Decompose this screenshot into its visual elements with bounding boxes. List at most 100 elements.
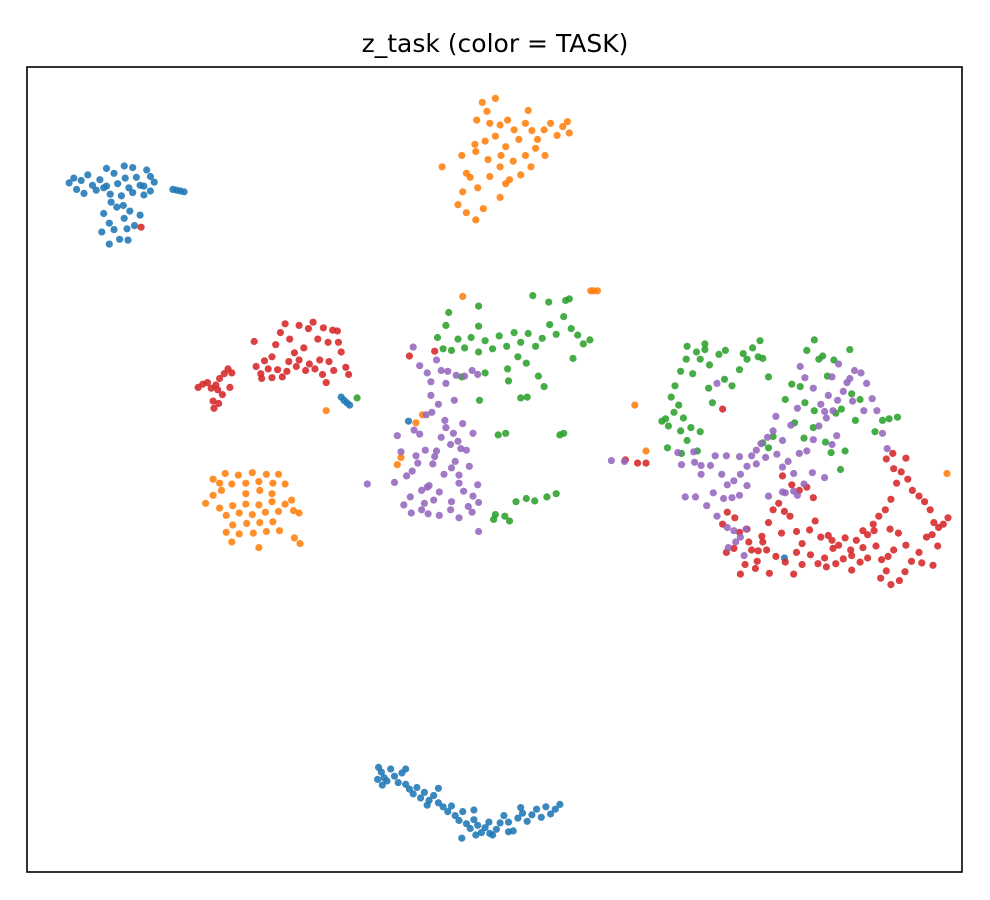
scatter-point-series1-22 (472, 147, 480, 156)
scatter-point-series0-22 (146, 187, 154, 195)
scatter-point-series0-69 (439, 803, 447, 811)
scatter-point-series4-45 (412, 452, 420, 460)
scatter-point-series4-98 (868, 395, 876, 403)
scatter-point-series3-79 (864, 531, 872, 539)
scatter-point-series1-97 (228, 538, 236, 546)
scatter-point-series4-27 (447, 440, 455, 449)
scatter-point-series0-73 (455, 816, 463, 825)
scatter-point-series1-68 (274, 470, 283, 478)
scatter-point-series3-143 (778, 472, 787, 480)
scatter-point-series1-57 (393, 461, 401, 469)
scatter-point-series4-61 (475, 498, 483, 507)
scatter-point-series2-39 (445, 308, 453, 317)
scatter-point-series4-60 (468, 508, 476, 516)
scatter-point-series4-19 (408, 467, 416, 475)
scatter-point-series4-21 (420, 499, 428, 507)
scatter-point-series3-134 (781, 558, 789, 566)
scatter-point-series4-79 (757, 440, 765, 448)
scatter-point-series0-63 (413, 783, 421, 792)
scatter-point-series3-115 (922, 533, 931, 541)
scatter-point-series3-9 (214, 386, 222, 394)
scatter-point-series1-47 (322, 407, 330, 415)
scatter-point-series0-71 (447, 802, 456, 810)
scatter-point-series3-8 (228, 369, 236, 377)
scatter-point-series2-52 (552, 490, 560, 498)
scatter-point-series1-35 (459, 188, 467, 196)
scatter-point-series3-70 (930, 519, 938, 527)
scatter-point-series1-98 (255, 544, 263, 552)
scatter-point-series2-78 (728, 382, 736, 390)
scatter-point-series3-84 (835, 541, 843, 549)
scatter-point-series0-5 (84, 171, 92, 179)
scatter-point-series3-95 (769, 506, 777, 514)
scatter-point-series4-127 (691, 458, 699, 466)
scatter-point-series3-69 (926, 506, 934, 514)
scatter-point-series3-42 (274, 366, 282, 374)
scatter-point-series3-63 (889, 449, 897, 457)
scatter-point-series4-77 (748, 452, 756, 460)
scatter-point-series2-7 (495, 332, 503, 340)
scatter-point-series2-3 (467, 333, 475, 342)
scatter-point-series2-55 (502, 429, 510, 437)
scatter-point-series2-81 (749, 344, 757, 352)
scatter-point-series0-101 (504, 828, 513, 836)
scatter-point-series2-17 (567, 325, 575, 333)
scatter-point-series2-25 (433, 333, 442, 342)
scatter-point-series2-96 (830, 356, 838, 364)
scatter-point-series3-147 (809, 494, 817, 502)
scatter-point-series1-20 (491, 132, 499, 140)
scatter-point-series1-102 (268, 490, 276, 498)
scatter-point-series4-26 (442, 424, 450, 432)
scatter-point-series4-2 (423, 369, 431, 377)
scatter-point-series4-93 (839, 387, 847, 395)
scatter-point-series0-88 (514, 814, 522, 822)
scatter-point-series3-116 (928, 531, 936, 539)
scatter-point-series4-33 (474, 481, 482, 489)
scatter-point-series3-87 (817, 533, 825, 541)
scatter-point-series3-55 (137, 223, 145, 231)
scatter-point-series0-106 (434, 784, 442, 792)
scatter-point-series1-11 (540, 126, 548, 134)
scatter-point-series1-14 (559, 123, 567, 131)
scatter-point-series1-33 (474, 184, 482, 192)
scatter-point-series0-27 (100, 209, 108, 218)
scatter-point-series2-19 (579, 340, 587, 348)
scatter-point-series1-17 (524, 106, 532, 115)
scatter-point-series0-84 (496, 819, 504, 827)
scatter-point-series3-130 (814, 560, 822, 568)
scatter-point-series1-88 (235, 530, 243, 538)
scatter-point-series3-97 (759, 538, 767, 546)
scatter-point-series1-78 (248, 510, 256, 519)
scatter-point-series3-114 (915, 548, 923, 557)
scatter-point-series4-106 (849, 397, 857, 405)
scatter-point-series0-65 (420, 788, 428, 796)
scatter-point-series3-108 (882, 567, 890, 575)
scatter-point-series3-66 (908, 486, 917, 494)
scatter-point-series1-58 (209, 475, 217, 483)
scatter-point-series3-80 (859, 527, 867, 535)
scatter-point-series4-18 (414, 459, 422, 467)
scatter-point-series1-26 (521, 151, 530, 160)
scatter-point-series2-67 (663, 444, 672, 452)
scatter-point-series2-54 (560, 429, 568, 437)
scatter-point-series1-73 (216, 504, 224, 512)
scatter-point-series2-80 (743, 355, 751, 363)
scatter-point-series4-122 (713, 512, 721, 520)
scatter-point-series1-9 (528, 127, 536, 135)
scatter-point-series0-103 (423, 801, 431, 809)
scatter-point-series4-50 (462, 446, 470, 454)
scatter-point-series3-10 (218, 391, 226, 399)
scatter-point-series4-84 (784, 457, 792, 465)
scatter-point-series4-88 (809, 436, 817, 444)
scatter-point-series0-34 (123, 225, 131, 233)
scatter-point-series4-37 (440, 470, 448, 478)
scatter-point-series0-7 (92, 186, 100, 194)
scatter-point-series4-32 (469, 492, 477, 500)
scatter-point-series1-64 (248, 469, 256, 477)
scatter-point-series1-86 (222, 528, 230, 536)
scatter-point-series0-100 (486, 829, 494, 838)
scatter-point-series4-109 (809, 384, 817, 392)
scatter-point-series0-99 (472, 831, 480, 839)
scatter-point-series4-1 (416, 362, 424, 370)
scatter-point-series4-10 (432, 356, 441, 364)
